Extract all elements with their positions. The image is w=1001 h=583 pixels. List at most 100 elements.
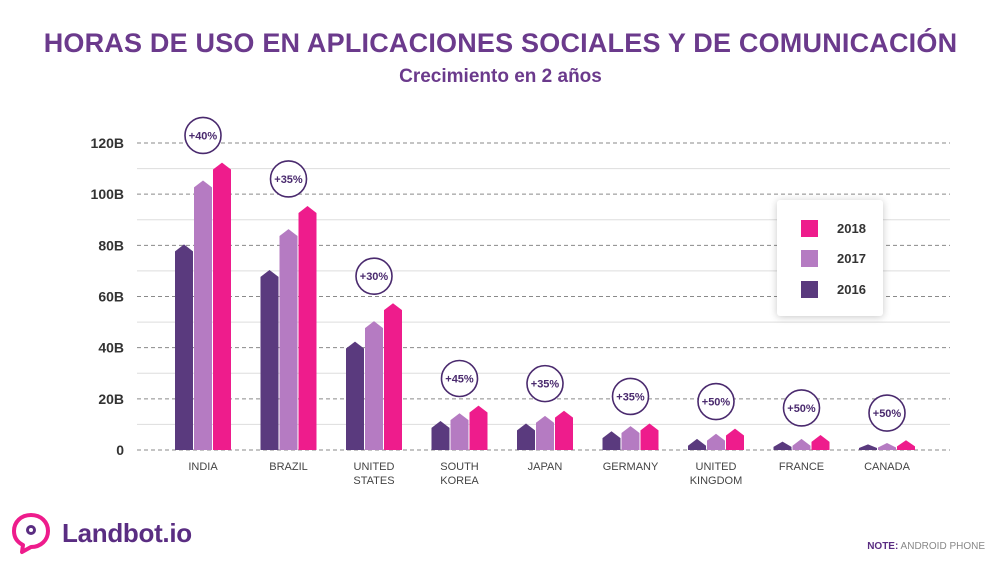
chart-title: HORAS DE USO EN APLICACIONES SOCIALES Y … <box>43 28 958 58</box>
y-tick-label: 40B <box>98 340 124 356</box>
bar-2016 <box>431 420 450 450</box>
growth-badge-label: +40% <box>189 130 218 142</box>
x-tick-label: FRANCE <box>779 461 824 473</box>
x-tick-label: GERMANY <box>603 461 659 473</box>
growth-badge-label: +50% <box>787 403 816 415</box>
growth-badges: +40% +35% +30% +45% +35% +35% +50% +50% +50% <box>184 116 906 432</box>
legend-swatch-2017 <box>801 249 818 267</box>
chart-subtitle: Crecimiento en 2 años <box>399 66 602 87</box>
y-tick-label: 0 <box>116 442 124 458</box>
bar-2017 <box>194 180 212 450</box>
legend-label-2018: 2018 <box>837 220 866 236</box>
x-tick-label: INDIA <box>188 461 218 473</box>
bar-2016 <box>175 244 193 450</box>
growth-badge-circle <box>782 389 821 427</box>
y-tick-label: 100B <box>91 186 124 202</box>
growth-badge: +30% <box>355 257 393 295</box>
brand-name: Landbot.io <box>62 517 192 548</box>
legend-label-2016: 2016 <box>837 281 866 297</box>
x-tick-label: JAPAN <box>528 461 563 473</box>
growth-badge: +35% <box>269 160 308 198</box>
bar-2017 <box>536 415 554 450</box>
bar-2018 <box>811 435 830 450</box>
growth-badge: +50% <box>697 382 735 421</box>
bar-2017 <box>621 426 640 450</box>
bar-group <box>517 410 573 450</box>
bar-2016 <box>773 441 792 450</box>
brand-logo: Landbot.io <box>10 511 192 555</box>
note: NOTE: ANDROID PHONE <box>867 541 985 552</box>
bar-2016 <box>602 431 621 450</box>
growth-badge: +45% <box>440 359 479 398</box>
bar-2018 <box>298 206 317 450</box>
bar-group <box>260 206 317 450</box>
x-tick-label: BRAZIL <box>269 461 308 473</box>
growth-badge-circle <box>611 377 650 416</box>
bar-2016 <box>688 438 706 450</box>
growth-badge: +40% <box>184 116 222 155</box>
legend-item-2017: 2017 <box>801 249 866 267</box>
bar-2018 <box>384 303 402 450</box>
growth-badge: +35% <box>611 377 650 416</box>
legend: 2018 2017 2016 <box>777 200 883 316</box>
bar-group <box>175 162 231 451</box>
growth-badge-label: +35% <box>274 174 303 186</box>
bar-2018 <box>897 440 915 450</box>
bar-group <box>688 428 744 450</box>
bar-group <box>773 435 830 450</box>
growth-badge-label: +50% <box>702 397 731 409</box>
x-tick-label: SOUTH KOREA <box>440 461 479 487</box>
bar-2017 <box>792 438 811 450</box>
growth-badge-label: +35% <box>531 379 560 391</box>
note-text: ANDROID PHONE <box>900 541 985 552</box>
growth-badge: +35% <box>526 364 564 403</box>
bar-2018 <box>726 428 744 450</box>
bar-2018 <box>640 423 659 450</box>
bar-2016 <box>517 423 535 450</box>
bar-2018 <box>213 162 231 451</box>
chat-bubble-icon <box>12 513 50 554</box>
growth-badge-label: +45% <box>445 374 474 386</box>
growth-badge-circle <box>184 116 222 155</box>
legend-item-2018: 2018 <box>801 219 866 237</box>
legend-swatch-2018 <box>801 219 818 237</box>
bar-group <box>431 405 488 450</box>
note-label: NOTE: <box>867 541 899 552</box>
legend-swatch-2016 <box>801 280 818 298</box>
x-tick-label: CANADA <box>864 461 911 473</box>
growth-badge-circle <box>868 394 906 432</box>
y-axis: 0 20B 40B 60B 80B 100B 120B <box>91 135 125 458</box>
y-tick-label: 120B <box>91 135 124 151</box>
bar-group <box>602 423 659 450</box>
growth-badge-circle <box>269 160 308 198</box>
bar-groups <box>175 162 915 451</box>
growth-badge-circle <box>526 364 564 403</box>
growth-badge: +50% <box>782 389 821 427</box>
growth-badge-label: +50% <box>873 408 902 420</box>
bar-2017 <box>365 321 383 450</box>
bar-2018 <box>469 405 488 450</box>
x-tick-label: UNITED KINGDOM <box>690 461 743 487</box>
y-tick-label: 60B <box>98 289 124 305</box>
growth-badge-label: +30% <box>360 271 389 283</box>
y-tick-label: 80B <box>98 237 124 253</box>
legend-item-2016: 2016 <box>801 280 866 298</box>
y-tick-label: 20B <box>98 391 124 407</box>
bar-2017 <box>878 443 896 450</box>
x-tick-label: UNITED STATES <box>353 461 394 487</box>
x-axis: INDIA BRAZIL UNITED STATES SOUTH KOREA JAPAN GE… <box>188 461 910 487</box>
bar-group <box>859 440 915 450</box>
bar-2018 <box>555 410 573 450</box>
bar-2017 <box>450 413 469 450</box>
bar-2017 <box>707 433 725 450</box>
bar-2017 <box>279 229 298 450</box>
bar-2016 <box>346 341 364 450</box>
bar-2016 <box>260 270 279 450</box>
growth-badge-circle <box>697 382 735 421</box>
bar-group <box>346 303 402 450</box>
growth-badge-circle <box>440 359 479 398</box>
growth-badge-label: +35% <box>616 391 645 403</box>
growth-badge-circle <box>355 257 393 295</box>
bar-2016 <box>859 444 877 450</box>
